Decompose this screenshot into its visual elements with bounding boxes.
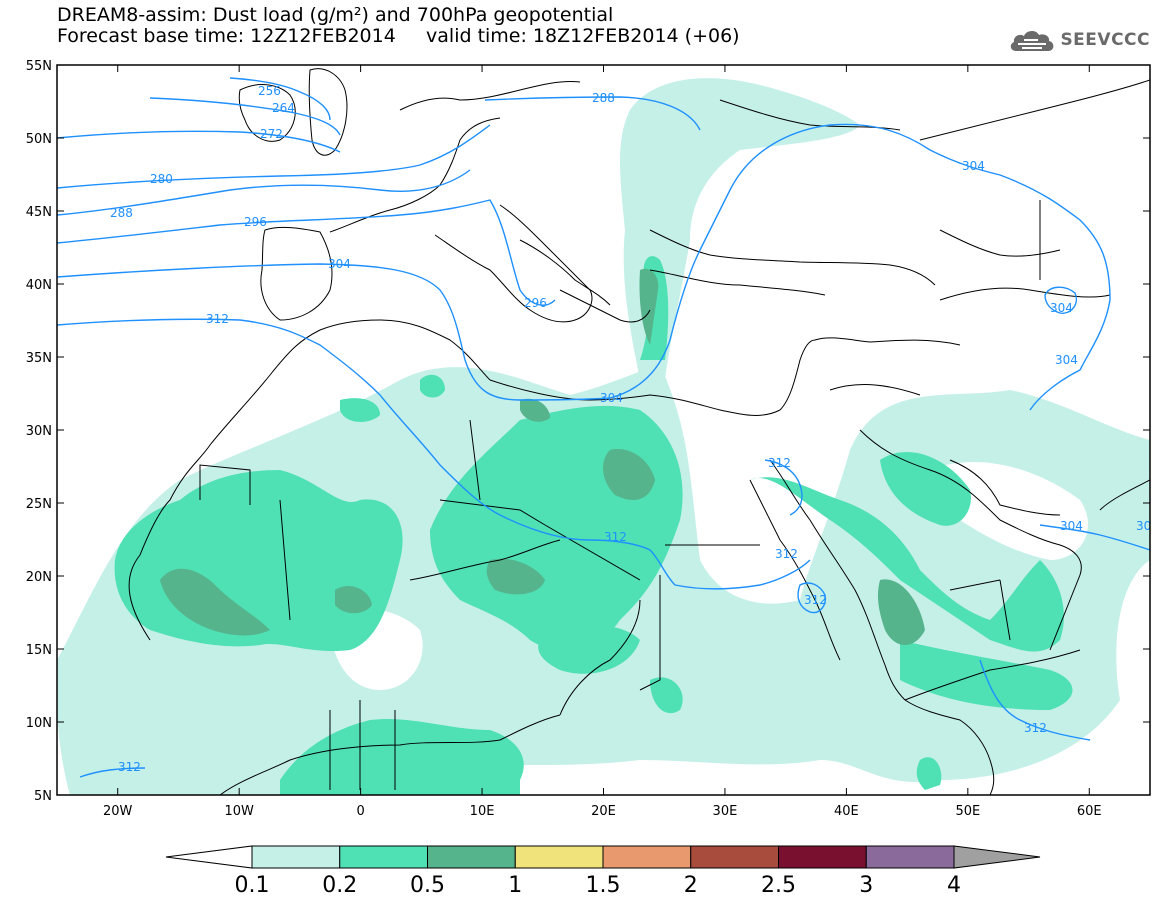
contour-label: 312 <box>804 593 827 607</box>
lat-tick-label: 20N <box>26 570 52 585</box>
contour-label: 312 <box>775 547 798 561</box>
lon-tick-label: 20E <box>591 804 616 819</box>
contour-labels: 256 264 272 280 288 288 296 296 304 304 … <box>110 84 1151 774</box>
contour-label: 264 <box>272 101 295 115</box>
contour-label: 296 <box>524 296 547 310</box>
seevccc-logo: SEEVCCC <box>1008 27 1150 53</box>
contour-label: 256 <box>258 84 281 98</box>
dust-layer-0.5-1 <box>160 268 925 645</box>
contour-label: 312 <box>768 456 791 470</box>
colorbar-swatch <box>865 845 955 869</box>
lat-tick-label: 15N <box>26 643 52 658</box>
lon-tick-label: 30E <box>713 804 738 819</box>
coastlines <box>128 68 1150 795</box>
colorbar-swatch <box>427 845 516 869</box>
logo-text: SEEVCCC <box>1060 30 1150 50</box>
contour-label: 304 <box>962 159 985 173</box>
colorbar-label: 0.2 <box>322 873 357 898</box>
contour-label: 312 <box>206 312 229 326</box>
lon-tick-label: 50E <box>955 804 980 819</box>
colorbar-label: 0.1 <box>235 873 270 898</box>
lat-tick-label: 30N <box>26 424 52 439</box>
map-title: DREAM8-assim: Dust load (g/m²) and 700hP… <box>57 4 614 26</box>
colorbar-label: 2 <box>684 873 698 898</box>
contour-label: 30 <box>1136 519 1151 533</box>
lat-tick-label: 10N <box>26 716 52 731</box>
colorbar-swatch <box>690 845 779 869</box>
lat-tick-label: 25N <box>26 497 52 512</box>
colorbar-swatch <box>251 845 341 869</box>
colorbar-swatch <box>339 845 428 869</box>
lat-tick-label: 45N <box>26 205 52 220</box>
colorbar-low-arrow <box>165 845 253 869</box>
colorbar-label: 4 <box>947 873 961 898</box>
lat-tick-label: 35N <box>26 351 52 366</box>
colorbar-label: 1.5 <box>586 873 621 898</box>
colorbar-swatch <box>602 845 692 869</box>
lon-tick-label: 20W <box>103 804 133 819</box>
lat-tick-label: 5N <box>34 789 52 804</box>
contour-label: 288 <box>110 206 133 220</box>
lon-tick-label: 10E <box>470 804 495 819</box>
colorbar-swatch <box>514 845 604 869</box>
contour-label: 312 <box>604 530 627 544</box>
lon-tick-label: 10W <box>224 804 254 819</box>
lat-tick-label: 40N <box>26 278 52 293</box>
colorbar-label: 3 <box>859 873 873 898</box>
contour-label: 312 <box>118 760 141 774</box>
longitude-axis: 20W 10W 0 10E 20E 30E 40E 50E 60E <box>103 65 1102 819</box>
map-subtitle: Forecast base time: 12Z12FEB2014 valid t… <box>57 25 740 47</box>
lon-tick-label: 0 <box>356 804 364 819</box>
latitude-axis: 55N 50N 45N 40N 35N 30N 25N 20N 15N 10N 5N <box>26 59 1150 804</box>
colorbar-label: 0.5 <box>410 873 445 898</box>
contour-label: 304 <box>600 391 623 405</box>
colorbar: 0.1 0.2 0.5 1 1.5 2 2.5 3 4 <box>165 845 1041 898</box>
lon-tick-label: 60E <box>1077 804 1102 819</box>
contour-label: 304 <box>1050 301 1073 315</box>
contour-label: 272 <box>260 127 283 141</box>
cloud-icon <box>1011 30 1054 51</box>
colorbar-label: 1 <box>508 873 522 898</box>
contour-label: 280 <box>150 172 173 186</box>
contour-label: 312 <box>1024 721 1047 735</box>
contour-label: 304 <box>1055 353 1078 367</box>
contour-label: 288 <box>592 91 615 105</box>
lat-tick-label: 55N <box>26 59 52 74</box>
geopotential-contours <box>57 77 1150 778</box>
colorbar-label: 2.5 <box>761 873 796 898</box>
contour-label: 304 <box>328 257 351 271</box>
contour-label: 296 <box>244 215 267 229</box>
lat-tick-label: 50N <box>26 132 52 147</box>
dust-shading <box>57 78 1150 795</box>
colorbar-swatch <box>778 845 867 869</box>
contour-label: 304 <box>1060 519 1083 533</box>
lon-tick-label: 40E <box>834 804 859 819</box>
colorbar-high-arrow <box>953 845 1041 869</box>
